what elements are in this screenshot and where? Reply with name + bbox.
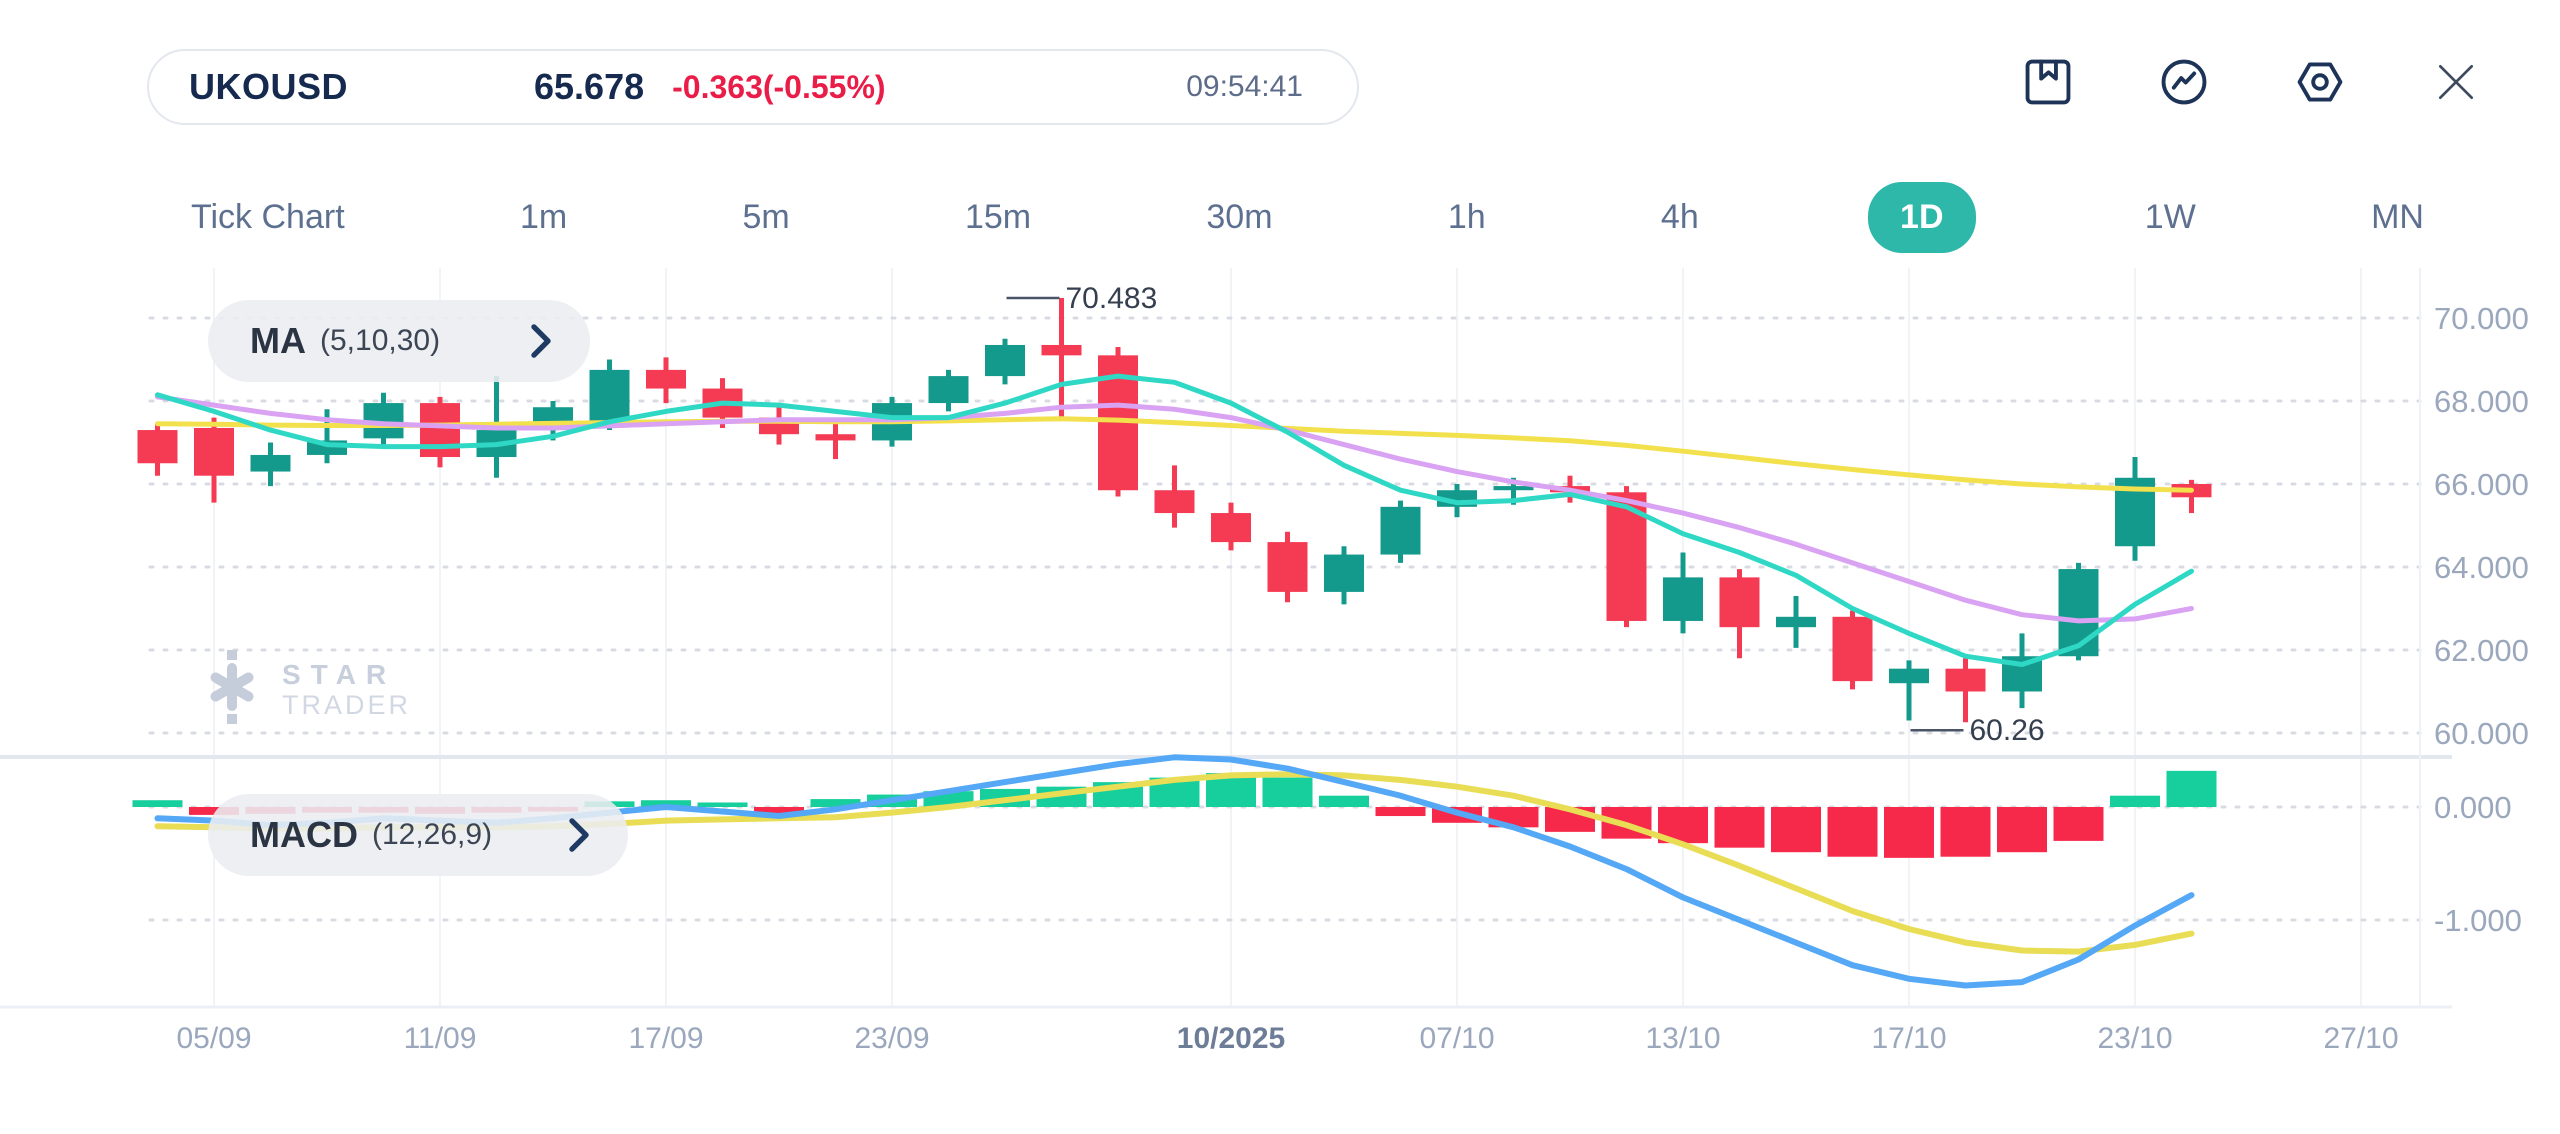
macd-histogram-bar: [1319, 795, 1369, 807]
x-axis-label: 17/10: [1871, 1022, 1946, 1055]
tab-mn[interactable]: MN: [2371, 197, 2424, 236]
toolbar: [2022, 56, 2482, 108]
macd-histogram-bar: [754, 807, 804, 814]
price-axis-label: 62.000: [2434, 633, 2529, 668]
tab-1d-active[interactable]: 1D: [1868, 181, 1976, 253]
x-axis-label: 07/10: [1419, 1022, 1494, 1055]
low-value-label: 60.26: [1970, 714, 2045, 747]
candle-body: [1324, 554, 1364, 592]
macd-indicator-pill[interactable]: MACD (12,26,9): [208, 794, 628, 876]
tab-30m[interactable]: 30m: [1206, 197, 1273, 236]
x-axis-label: 13/10: [1645, 1022, 1720, 1055]
macd-histogram-bar: [697, 802, 748, 807]
tab-15m[interactable]: 15m: [964, 197, 1032, 236]
ma-indicator-params: (5,10,30): [320, 324, 441, 357]
macd-histogram-bar: [1884, 807, 1934, 858]
tab-1h[interactable]: 1h: [1447, 197, 1486, 236]
macd-histogram-bar: [189, 807, 239, 815]
price-axis-label: 60.000: [2434, 716, 2529, 751]
tab-4h[interactable]: 4h: [1660, 197, 1699, 236]
candle-body: [194, 427, 234, 476]
symbol-name: UKOUSD: [189, 66, 349, 107]
chevron-right-icon: [526, 321, 556, 361]
macd-histogram-bar: [641, 800, 691, 807]
chevron-right-icon: [564, 815, 594, 855]
candle-body: [1267, 542, 1308, 592]
x-axis-label: 05/09: [176, 1022, 251, 1055]
candle-body: [1154, 490, 1195, 514]
candle-body: [1832, 616, 1873, 682]
candle-body: [1211, 513, 1251, 543]
server-time: 09:54:41: [1186, 70, 1303, 103]
candle-body: [1380, 506, 1421, 555]
trend-circle-icon[interactable]: [2158, 56, 2210, 108]
candle-body: [137, 430, 178, 464]
settings-hexagon-icon[interactable]: [2294, 56, 2346, 108]
price-change: -0.363(-0.55%): [672, 68, 886, 105]
candle-body: [1719, 577, 1760, 628]
candle-body: [1493, 486, 1534, 491]
ma5-line: [155, 373, 2194, 667]
tab-1m[interactable]: 1m: [519, 197, 568, 236]
timeframe-tabs: Tick Chart 1m 5m 15m 30m 1h 4h 1D 1W MN: [185, 172, 2430, 262]
x-axis-label: 23/10: [2097, 1022, 2172, 1055]
candle-body: [1889, 668, 1929, 684]
x-axis-label: 10/2025: [1177, 1022, 1285, 1055]
x-axis-label: 23/09: [854, 1022, 929, 1055]
macd-histogram-bar: [2166, 770, 2217, 807]
macd-histogram-bar: [132, 800, 183, 807]
ma-indicator-pill[interactable]: MA (5,10,30): [208, 300, 590, 382]
macd-axis-label: 0.000: [2434, 790, 2512, 825]
macd-histogram-bar: [1827, 807, 1878, 857]
macd-histogram-bar: [810, 799, 861, 807]
candle-body: [928, 376, 969, 404]
candle-body: [1663, 577, 1703, 621]
candle-body: [1041, 344, 1082, 356]
high-value-label: 70.483: [1066, 282, 1158, 315]
tab-tick-chart[interactable]: Tick Chart: [191, 197, 345, 236]
symbol-header-pill[interactable]: UKOUSD 65.678 -0.363(-0.55%) 09:54:41: [147, 49, 1359, 125]
ma30-line: [155, 416, 2194, 493]
price-axis-label: 68.000: [2434, 384, 2529, 419]
macd-indicator-label: MACD: [250, 814, 358, 855]
tab-5m[interactable]: 5m: [742, 197, 790, 236]
tab-1w[interactable]: 1W: [2144, 197, 2196, 236]
price-axis-label: 66.000: [2434, 467, 2529, 502]
x-axis-label: 11/09: [404, 1022, 477, 1055]
x-axis-label: 17/09: [628, 1022, 703, 1055]
macd-histogram-bar: [1375, 807, 1426, 817]
macd-histogram-bar: [1262, 777, 1313, 807]
candle-body: [646, 369, 686, 389]
candle-body: [250, 454, 291, 472]
last-price: 65.678: [534, 66, 645, 107]
ma-indicator-label: MA: [250, 320, 306, 361]
price-axis-label: 70.000: [2434, 301, 2529, 336]
candle-body: [589, 369, 630, 422]
x-axis-label: 27/10: [2323, 1022, 2398, 1055]
macd-histogram-bar: [1940, 807, 1991, 857]
candle-body: [2058, 569, 2099, 657]
close-icon[interactable]: [2430, 56, 2482, 108]
candle-body: [815, 434, 856, 441]
candle-body: [1776, 616, 1816, 628]
macd-axis-label: -1.000: [2434, 903, 2522, 938]
macd-histogram-bar: [2110, 795, 2160, 807]
macd-histogram-bar: [2053, 807, 2104, 841]
macd-histogram-bar: [1771, 807, 1821, 853]
macd-histogram-bar: [1714, 807, 1765, 848]
ma10-line: [155, 394, 2194, 624]
bookmark-icon[interactable]: [2022, 56, 2074, 108]
price-axis-label: 64.000: [2434, 550, 2529, 585]
candle-body: [985, 344, 1025, 377]
candle-body: [1945, 668, 1986, 692]
macd-indicator-params: (12,26,9): [371, 818, 493, 851]
macd-histogram-bar: [1997, 807, 2047, 853]
